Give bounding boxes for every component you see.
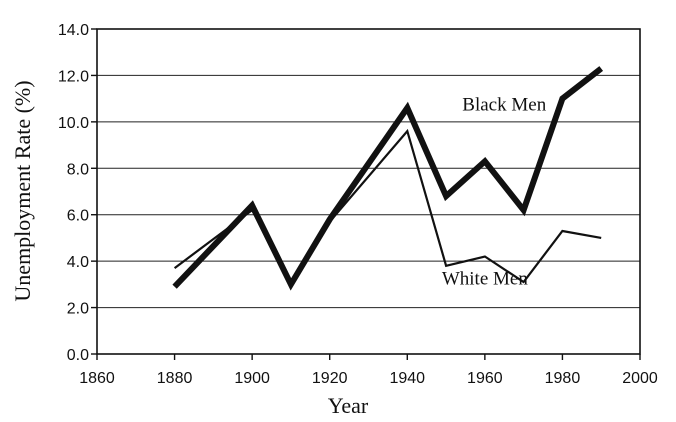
y-tick-label: 14.0 [58,22,89,39]
y-tick-label: 6.0 [67,208,89,225]
x-axis-title: Year [328,393,369,418]
x-tick-label: 1960 [467,370,503,387]
x-tick-label: 1860 [79,370,115,387]
series-line-white-men [173,128,602,285]
x-tick-label: 1920 [312,370,348,387]
y-tick-label: 2.0 [67,301,89,318]
y-tick-label: 4.0 [67,254,89,271]
x-tick-label: 1880 [157,370,193,387]
series-annotations: Black Men White Men [442,94,547,289]
x-tick-label: 2000 [622,370,658,387]
gridlines [97,74,640,309]
plot-frame [96,28,641,355]
y-tick-label: 10.0 [58,115,89,132]
x-tick-labels: 1860 1880 1900 1920 1940 1960 1980 2000 [79,370,658,387]
y-tick-label: 12.0 [58,68,89,85]
y-axis-title: Unemployment Rate (%) [10,80,35,301]
x-tick-label: 1940 [389,370,425,387]
y-tick-label: 0.0 [67,347,89,364]
annotation-white-men: White Men [442,268,529,289]
y-tick-label: 8.0 [67,161,89,178]
annotation-black-men: Black Men [462,94,546,115]
y-tick-labels: 0.0 2.0 4.0 6.0 8.0 10.0 12.0 14.0 [58,22,89,364]
x-tick-label: 1900 [234,370,270,387]
series-lines [172,66,604,291]
axis-ticks [91,28,641,360]
x-tick-label: 1980 [545,370,581,387]
